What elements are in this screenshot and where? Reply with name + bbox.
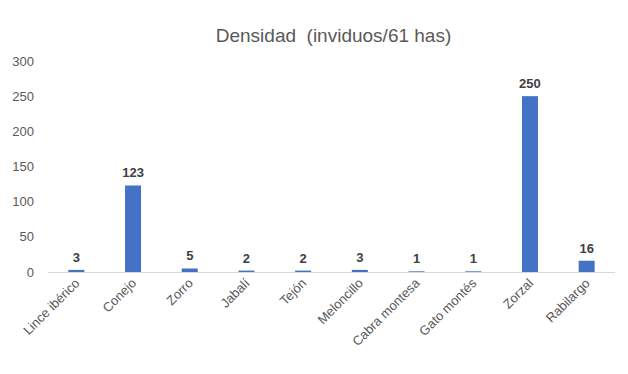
bar: [579, 261, 595, 272]
data-label: 3: [73, 250, 80, 265]
y-tick-label: 250: [12, 89, 34, 104]
data-label: 1: [413, 251, 420, 266]
y-tick-label: 50: [20, 229, 34, 244]
bar: [465, 271, 481, 272]
bar: [125, 185, 141, 272]
bar: [182, 268, 198, 272]
y-tick-label: 100: [12, 194, 34, 209]
x-tick-label: Cabra montesa: [349, 275, 423, 349]
x-tick-label: Zorro: [163, 276, 196, 309]
y-tick-label: 0: [27, 265, 34, 280]
chart: Densidad (inviduos/61 has)05010015020025…: [0, 0, 628, 374]
x-tick-label: Gato montés: [416, 275, 480, 339]
bar: [68, 270, 84, 272]
bars: [68, 96, 594, 272]
x-tick-label: Jabalí: [217, 275, 252, 310]
x-tick-label: Tejón: [277, 276, 310, 309]
data-label: 2: [300, 251, 307, 266]
title: Densidad (inviduos/61 has): [216, 25, 452, 46]
x-tick-label: Conejo: [99, 276, 139, 316]
data-label: 1: [470, 251, 477, 266]
x-tick-label: Meloncillo: [314, 276, 365, 327]
data-label: 250: [519, 76, 541, 91]
bar: [238, 271, 254, 272]
x-tick-label: Lince ibérico: [20, 276, 82, 338]
data-label: 2: [243, 251, 250, 266]
x-tick-label: Zorzal: [500, 275, 536, 311]
x-tick-label: Rabilargo: [543, 276, 593, 326]
data-label: 3: [356, 250, 363, 265]
bar: [522, 96, 538, 272]
data-label: 123: [122, 165, 144, 180]
data-label: 5: [186, 248, 193, 263]
bar: [295, 271, 311, 272]
y-tick-label: 150: [12, 159, 34, 174]
y-tick-label: 200: [12, 124, 34, 139]
bar: [409, 271, 425, 272]
bar: [352, 270, 368, 272]
x-axis: [48, 272, 615, 273]
y-tick-label: 300: [12, 54, 34, 69]
data-label: 16: [579, 241, 593, 256]
